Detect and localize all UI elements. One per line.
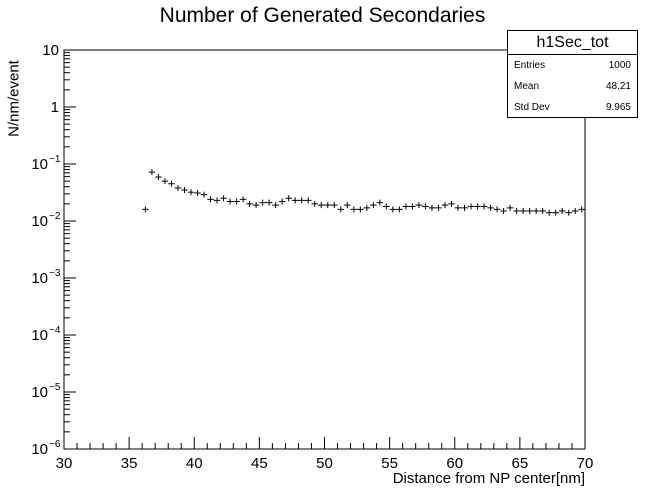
svg-text:65: 65	[512, 455, 529, 472]
stats-box: h1Sec_tot Entries 1000 Mean 48.21 Std Dev 9…	[507, 30, 638, 118]
svg-text:10: 10	[31, 327, 48, 344]
stats-stddev-value: 9.965	[605, 102, 631, 113]
svg-text:60: 60	[446, 455, 463, 472]
svg-text:10: 10	[42, 42, 59, 59]
svg-text:−5: −5	[49, 382, 61, 393]
svg-text:10: 10	[31, 384, 48, 401]
svg-text:−4: −4	[49, 325, 61, 336]
svg-text:−1: −1	[49, 154, 61, 165]
chart-title: Number of Generated Secondaries	[159, 4, 486, 27]
x-axis-label: Distance from NP center[nm]	[392, 470, 585, 487]
svg-text:70: 70	[577, 455, 594, 472]
svg-text:10: 10	[31, 156, 48, 173]
svg-text:−2: −2	[49, 211, 61, 222]
svg-text:10: 10	[31, 270, 48, 287]
stats-title: h1Sec_tot	[508, 31, 637, 55]
svg-text:−3: −3	[49, 268, 61, 279]
svg-text:10: 10	[31, 441, 48, 458]
svg-text:55: 55	[381, 455, 398, 472]
svg-text:10: 10	[31, 213, 48, 230]
svg-text:−6: −6	[49, 439, 61, 450]
stats-stddev-label: Std Dev	[514, 102, 550, 113]
svg-text:35: 35	[121, 455, 138, 472]
svg-text:40: 40	[186, 455, 203, 472]
svg-text:30: 30	[56, 455, 73, 472]
svg-text:45: 45	[251, 455, 268, 472]
stats-entries-value: 1000	[608, 60, 631, 71]
stats-mean-label: Mean	[514, 81, 540, 92]
stats-entries-label: Entries	[514, 60, 546, 71]
svg-text:50: 50	[316, 455, 333, 472]
svg-text:1: 1	[51, 99, 59, 116]
stats-mean-value: 48.21	[605, 81, 631, 92]
